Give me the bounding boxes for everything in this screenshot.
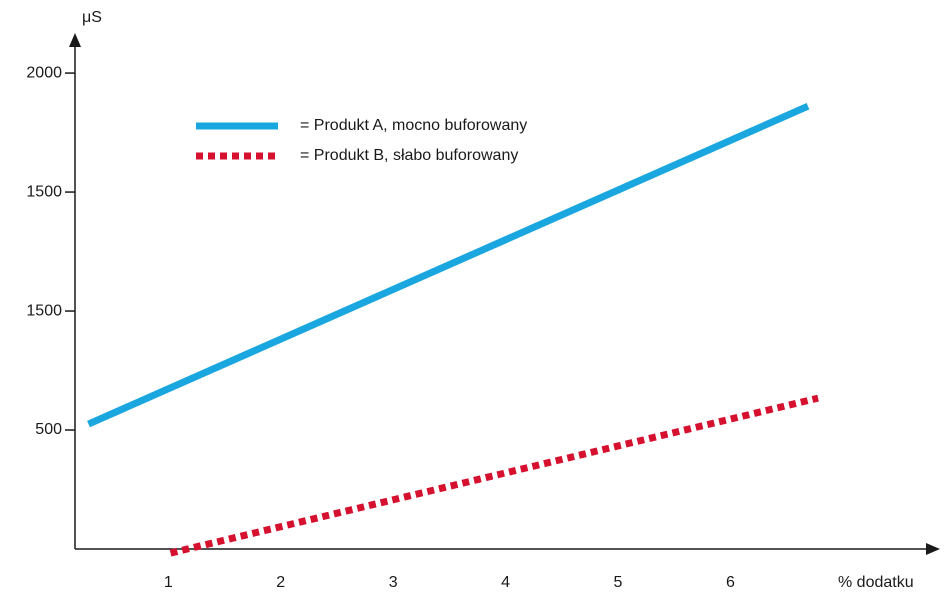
y-tick-label: 1500: [26, 302, 62, 319]
y-tick-label: 2000: [26, 64, 62, 81]
series-line: [87, 102, 810, 428]
x-tick-label: 2: [276, 574, 285, 591]
x-tick-label: 1: [164, 574, 173, 591]
x-axis-arrow: [926, 543, 940, 555]
series-line: [169, 394, 819, 557]
legend-label: = Produkt A, mocno buforowany: [300, 117, 527, 134]
x-tick-label: 5: [614, 574, 623, 591]
legend-label: = Produkt B, słabo buforowany: [300, 147, 518, 164]
y-axis-label: μS: [82, 9, 102, 26]
x-tick-label: 6: [726, 574, 735, 591]
y-axis-arrow: [69, 33, 81, 47]
y-tick-label: 500: [35, 421, 62, 438]
y-tick-label: 1500: [26, 183, 62, 200]
x-axis-label: % dodatku: [838, 574, 914, 591]
x-tick-label: 3: [389, 574, 398, 591]
x-tick-label: 4: [501, 574, 510, 591]
